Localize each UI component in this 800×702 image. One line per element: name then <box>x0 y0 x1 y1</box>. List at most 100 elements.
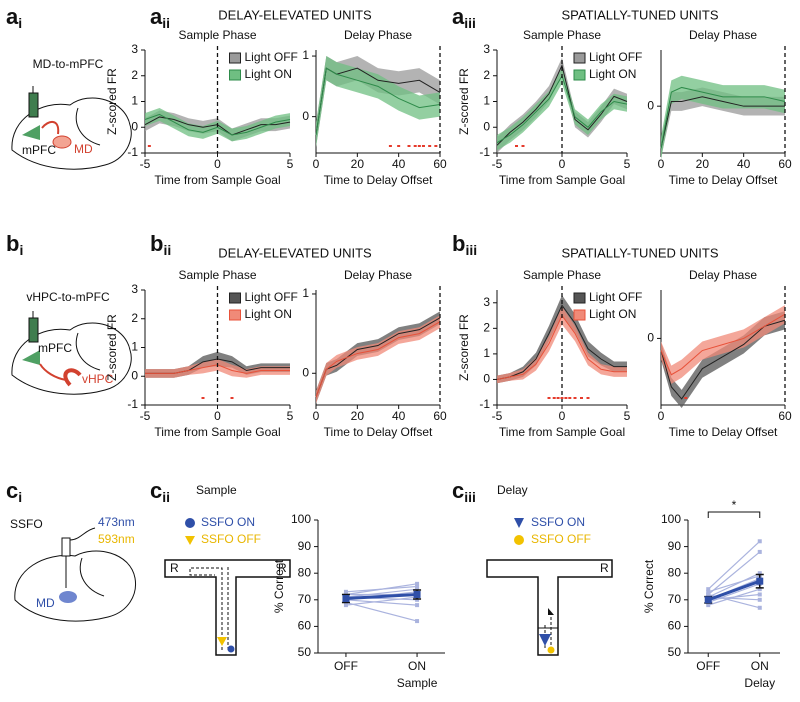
legend-label: SSFO OFF <box>201 532 261 546</box>
y-tick-label: 3 <box>483 42 490 56</box>
phase-title: Sample <box>196 483 237 497</box>
y-tick-label: 2 <box>483 321 490 335</box>
panel-letter: a <box>6 4 19 29</box>
chart-title: Sample Phase <box>178 28 256 42</box>
subject-line <box>707 572 761 598</box>
legend-swatch <box>573 309 586 321</box>
series-line <box>315 67 441 135</box>
region-label: vHPC <box>82 372 114 386</box>
subject-point <box>343 603 348 608</box>
significance-marker <box>417 145 421 147</box>
region-label: mPFC <box>38 341 72 355</box>
error-band <box>497 68 627 151</box>
panel-letter: c <box>150 478 162 503</box>
x-tick-label: 0 <box>559 409 566 423</box>
x-tick-label: 40 <box>737 157 751 171</box>
legend-label: SSFO OFF <box>531 532 591 546</box>
legend-label: SSFO ON <box>531 515 585 529</box>
x-tick-label: 40 <box>392 157 406 171</box>
y-axis-label: % Correct <box>272 559 286 613</box>
significance-marker <box>580 397 583 399</box>
chart-title: Sample Phase <box>178 268 256 282</box>
x-tick-label: 5 <box>624 409 631 423</box>
significance-marker <box>547 397 551 399</box>
caption: SSFO <box>10 517 43 531</box>
panel-label: aiii <box>452 4 476 31</box>
x-tick-label: 0 <box>658 157 665 171</box>
panel-sub: i <box>19 242 23 258</box>
x-tick-label: 5 <box>287 157 294 171</box>
significance-marker <box>428 145 432 147</box>
series-line <box>660 96 785 149</box>
legend-label: Light OFF <box>245 290 298 304</box>
legend-label: Light ON <box>245 307 292 321</box>
panel-label: biii <box>452 231 477 258</box>
x-axis-label: Time from Sample Goal <box>499 173 625 187</box>
significance-marker <box>421 145 425 147</box>
y-tick-label: 3 <box>483 295 490 309</box>
subject-point <box>415 587 420 592</box>
series-line <box>315 321 441 398</box>
x-tick-label: 0 <box>559 157 566 171</box>
legend-swatch <box>573 292 586 304</box>
x-tick-label: 0 <box>214 409 221 423</box>
y-axis-label: Z-scored FR <box>457 68 471 135</box>
significance-bracket <box>707 511 761 518</box>
y-axis-label: Z-scored FR <box>105 68 119 135</box>
panel-letter: b <box>150 231 163 256</box>
significance-marker <box>434 145 438 147</box>
y-tick-label: 70 <box>668 592 682 606</box>
panel-letter: a <box>150 4 163 29</box>
x-tick-label: 20 <box>696 157 710 171</box>
y-axis-label: Z-scored FR <box>105 314 119 381</box>
subject-line <box>345 599 418 606</box>
panel-label: ci <box>6 478 22 505</box>
chart-title: Delay Phase <box>344 268 412 282</box>
panel-label: cii <box>150 478 170 505</box>
y-tick-label: 70 <box>298 592 312 606</box>
x-tick-label: 0 <box>214 157 221 171</box>
x-tick-label: 60 <box>778 409 792 423</box>
error-band <box>145 359 290 378</box>
series-line <box>144 113 291 136</box>
subject-point <box>415 603 420 608</box>
x-axis-label: Time from Sample Goal <box>499 425 625 439</box>
subject-line <box>345 601 418 622</box>
y-tick-label: -1 <box>127 145 138 159</box>
subject-line <box>345 583 418 596</box>
x-tick-label: 5 <box>287 409 294 423</box>
legend-swatch <box>573 52 586 64</box>
x-sublabel: Delay <box>744 676 775 690</box>
subject-line <box>708 588 760 606</box>
y-tick-label: 0 <box>483 372 490 386</box>
legend-swatch <box>229 309 241 321</box>
y-tick-label: -1 <box>127 397 138 411</box>
significance-marker <box>147 145 151 147</box>
x-tick-label: 0 <box>313 157 320 171</box>
y-tick-label: 50 <box>668 645 682 659</box>
y-tick-label: 100 <box>661 512 681 526</box>
panel-label: ai <box>6 4 22 31</box>
group-title: DELAY-ELEVATED UNITS <box>218 245 372 260</box>
legend-label: Light OFF <box>589 290 642 304</box>
significance-marker <box>573 397 577 399</box>
chart-title: Sample Phase <box>523 28 601 42</box>
y-tick-label: 1 <box>483 346 490 360</box>
maze <box>164 518 291 656</box>
group-title: SPATIALLY-TUNED UNITS <box>562 245 719 260</box>
x-axis-label: Time to Delay Offset <box>324 173 433 187</box>
panel-label: bi <box>6 231 23 258</box>
error-band <box>316 315 440 404</box>
y-tick-label: 0 <box>302 109 309 123</box>
x-tick-label: 0 <box>313 409 320 423</box>
legend-swatch <box>229 52 241 64</box>
y-tick-label: 2 <box>131 311 138 325</box>
significance-marker <box>564 397 568 399</box>
panel-sub: ii <box>162 15 170 31</box>
mean-line <box>345 592 418 600</box>
panel-letter: b <box>452 231 465 256</box>
x-tick-label: OFF <box>696 659 720 673</box>
caption: MD-to-mPFC <box>33 57 104 71</box>
panel-label: ciii <box>452 478 476 505</box>
series-line <box>660 86 786 149</box>
